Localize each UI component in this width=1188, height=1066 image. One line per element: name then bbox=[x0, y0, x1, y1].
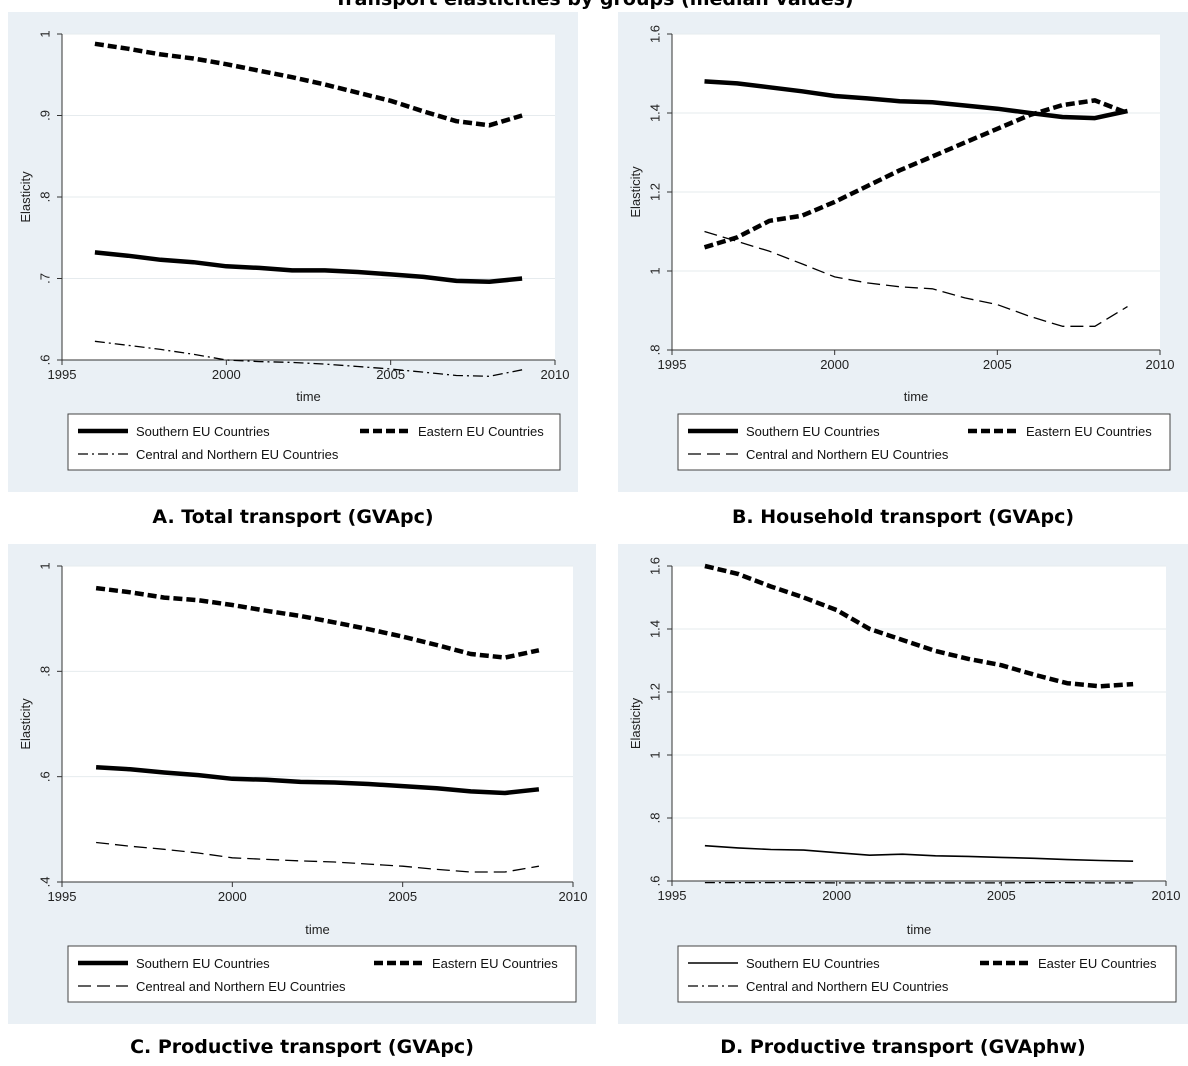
legend bbox=[67, 945, 577, 1003]
y-tick-label: .8 bbox=[647, 813, 662, 824]
series-line-2 bbox=[95, 585, 540, 660]
y-axis-title: Elasticity bbox=[18, 698, 33, 750]
y-tick-label: .6 bbox=[37, 771, 52, 782]
y-tick-label: .6 bbox=[37, 355, 52, 366]
legend-label: Southern EU Countries bbox=[746, 424, 880, 439]
legend-label: Eastern EU Countries bbox=[1026, 424, 1152, 439]
x-tick-label: 2010 bbox=[559, 889, 588, 904]
chart-panel-d: .6 .8 1 1.2 1.4 1.6 1995 2000 2005 2010 time Elasti… bbox=[618, 544, 1188, 1024]
legend-label: Central and Northern EU Countries bbox=[746, 979, 949, 994]
x-tick-label: 2000 bbox=[820, 357, 849, 372]
chart-svg: .8 1 1.2 1.4 1.6 1995 2000 2005 2010 time Elastici… bbox=[628, 25, 1175, 471]
x-tick-label: 2005 bbox=[388, 889, 417, 904]
plot-area bbox=[672, 566, 1166, 881]
legend bbox=[67, 413, 561, 471]
y-tick-label: 1 bbox=[647, 751, 662, 758]
y-axis-title: Elasticity bbox=[628, 697, 643, 749]
y-tick-label: 1.4 bbox=[647, 104, 662, 122]
x-tick-label: 2005 bbox=[983, 357, 1012, 372]
legend-label: Centreal and Northern EU Countries bbox=[136, 979, 346, 994]
chart-svg: .6 .7 .8 .9 1 1995 2000 2005 2010 time Elasticity S… bbox=[18, 30, 570, 471]
y-tick-label: .9 bbox=[37, 110, 52, 121]
legend-label: Southern EU Countries bbox=[746, 956, 880, 971]
legend-label: Eastern EU Countries bbox=[432, 956, 558, 971]
chart-panel-a: .6 .7 .8 .9 1 1995 2000 2005 2010 time Elasticity S… bbox=[8, 12, 578, 492]
x-axis-title: time bbox=[305, 922, 330, 937]
series-line-3 bbox=[94, 340, 523, 377]
x-tick-label: 2000 bbox=[218, 889, 247, 904]
x-tick-label: 2010 bbox=[541, 367, 570, 382]
y-tick-label: .7 bbox=[37, 273, 52, 284]
caption-a: A. Total transport (GVApc) bbox=[152, 506, 434, 528]
series-line-1 bbox=[704, 844, 1134, 862]
y-tick-label: 1 bbox=[647, 267, 662, 274]
caption-c: C. Productive transport (GVApc) bbox=[130, 1036, 474, 1058]
chart-panel-c: .4 .6 .8 1 1995 2000 2005 2010 time Elasticity Sou… bbox=[8, 544, 596, 1024]
x-tick-label: 2005 bbox=[987, 888, 1016, 903]
legend bbox=[677, 945, 1177, 1003]
x-tick-label: 2000 bbox=[822, 888, 851, 903]
chart-svg: .6 .8 1 1.2 1.4 1.6 1995 2000 2005 2010 time Elasti… bbox=[628, 557, 1181, 1003]
y-tick-label: 1.6 bbox=[647, 557, 662, 575]
figure-title: Transport elasticities by groups (median… bbox=[0, 0, 1188, 10]
y-tick-label: 1 bbox=[37, 30, 52, 37]
plot-area bbox=[62, 566, 573, 882]
caption-b: B. Household transport (GVApc) bbox=[731, 506, 1075, 528]
x-tick-label: 2010 bbox=[1146, 357, 1175, 372]
legend-label: Easter EU Countries bbox=[1038, 956, 1157, 971]
x-tick-label: 2010 bbox=[1152, 888, 1181, 903]
series-line-1 bbox=[94, 250, 523, 285]
y-tick-label: 1.4 bbox=[647, 620, 662, 638]
legend-label: Southern EU Countries bbox=[136, 956, 270, 971]
x-tick-label: 2000 bbox=[212, 367, 241, 382]
y-tick-label: 1 bbox=[37, 562, 52, 569]
series-line-1 bbox=[704, 79, 1128, 121]
legend-label: Eastern EU Countries bbox=[418, 424, 544, 439]
x-tick-label: 1995 bbox=[658, 357, 687, 372]
caption-d: D. Productive transport (GVAphw) bbox=[720, 1036, 1086, 1058]
series-line-1 bbox=[95, 764, 540, 796]
y-axis-title: Elasticity bbox=[628, 166, 643, 218]
legend-label: Central and Northern EU Countries bbox=[746, 447, 949, 462]
x-axis-title: time bbox=[904, 389, 929, 404]
x-axis-title: time bbox=[907, 922, 932, 937]
legend-label: Southern EU Countries bbox=[136, 424, 270, 439]
x-tick-label: 1995 bbox=[658, 888, 687, 903]
series-line-3 bbox=[96, 841, 540, 873]
x-tick-label: 1995 bbox=[48, 889, 77, 904]
x-tick-label: 2005 bbox=[376, 367, 405, 382]
y-tick-label: 1.6 bbox=[647, 25, 662, 43]
y-tick-label: .8 bbox=[647, 345, 662, 356]
x-tick-label: 1995 bbox=[48, 367, 77, 382]
y-axis-title: Elasticity bbox=[18, 171, 33, 223]
y-tick-label: .4 bbox=[37, 877, 52, 888]
y-tick-label: .6 bbox=[647, 876, 662, 887]
legend-label: Central and Northern EU Countries bbox=[136, 447, 339, 462]
series-line-2 bbox=[704, 563, 1134, 689]
series-line-3 bbox=[704, 230, 1128, 327]
series-line-2 bbox=[703, 98, 1129, 250]
chart-svg: .4 .6 .8 1 1995 2000 2005 2010 time Elasticity Sou… bbox=[18, 562, 588, 1003]
x-axis-title: time bbox=[296, 389, 321, 404]
series-line-2 bbox=[94, 41, 523, 128]
y-tick-label: 1.2 bbox=[647, 683, 662, 701]
legend bbox=[677, 413, 1171, 471]
y-tick-label: 1.2 bbox=[647, 183, 662, 201]
chart-panel-b: .8 1 1.2 1.4 1.6 1995 2000 2005 2010 time Elastici… bbox=[618, 12, 1188, 492]
y-tick-label: .8 bbox=[37, 192, 52, 203]
y-tick-label: .8 bbox=[37, 666, 52, 677]
